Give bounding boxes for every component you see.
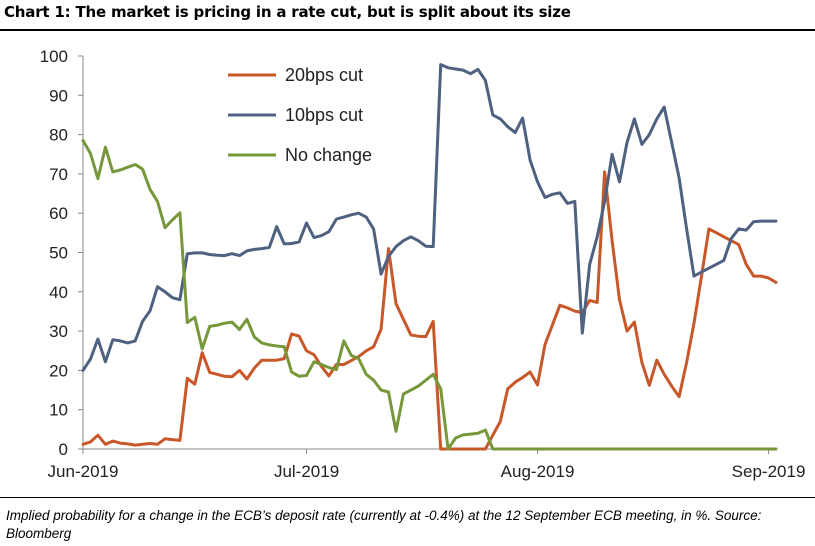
y-tick-label: 10: [49, 401, 68, 420]
title-underline: [0, 29, 815, 31]
y-tick-label: 30: [49, 322, 68, 341]
y-tick-label: 60: [49, 204, 68, 223]
x-tick-label: Jun-2019: [48, 462, 119, 481]
chart-footnote: Implied probability for a change in the …: [6, 508, 762, 541]
series-line-10bps-cut: [81, 63, 778, 372]
y-tick-label: 100: [40, 47, 68, 66]
legend-label-no-change: No change: [285, 145, 372, 165]
y-tick-label: 70: [49, 165, 68, 184]
series-line-20bps-cut: [81, 170, 778, 451]
y-tick-label: 90: [49, 86, 68, 105]
y-tick-label: 40: [49, 283, 68, 302]
legend-label-20bps-cut: 20bps cut: [285, 65, 363, 85]
x-tick-label: Sep-2019: [732, 462, 806, 481]
y-tick-label: 0: [59, 440, 68, 459]
plot-area: [81, 63, 778, 451]
y-tick-label: 20: [49, 361, 68, 380]
footnote-divider: [0, 497, 815, 498]
x-tick-label: Jul-2019: [274, 462, 339, 481]
chart-axes: 0 10 20 30 40 50 60 70 80 90 100 Jun-2019 Jul-2019 Au…: [40, 47, 806, 481]
y-tick-label: 50: [49, 244, 68, 263]
chart-title: Chart 1: The market is pricing in a rate…: [4, 3, 571, 21]
legend-label-10bps-cut: 10bps cut: [285, 105, 363, 125]
x-tick-label: Aug-2019: [501, 462, 575, 481]
chart-legend: 20bps cut 10bps cut No change: [228, 65, 372, 165]
y-tick-label: 80: [49, 126, 68, 145]
series-line-no-change: [81, 139, 778, 451]
